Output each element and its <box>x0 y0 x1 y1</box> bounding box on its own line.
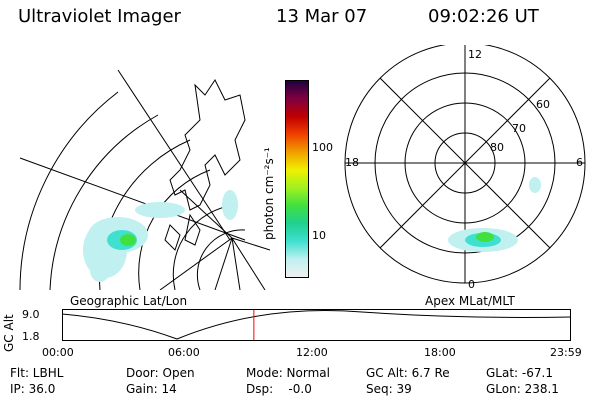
mlt-label-12: 12 <box>468 48 482 61</box>
xtick-1800: 18:00 <box>424 346 456 359</box>
xtick-1200: 12:00 <box>296 346 328 359</box>
info-mode: Mode: Normal <box>246 366 330 380</box>
date-label: 13 Mar 07 <box>276 6 368 27</box>
mlat-label-70: 70 <box>512 122 526 135</box>
info-gc-alt: GC Alt: 6.7 Re <box>366 366 450 380</box>
geographic-map <box>19 69 270 290</box>
gc-alt-ylabel: GC Alt <box>2 314 16 352</box>
mlt-caption: Apex MLat/MLT <box>425 294 515 308</box>
instrument-title: Ultraviolet Imager <box>18 6 181 27</box>
colorbar-tick-100: 100 <box>312 141 333 154</box>
aurora-emission <box>83 190 238 282</box>
altitude-plot <box>62 309 572 341</box>
ytick-9: 9.0 <box>22 308 40 321</box>
mlt-label-0: 0 <box>468 278 475 291</box>
colorbar-unit-label: photon cm⁻²s⁻¹ <box>262 147 276 240</box>
info-door: Door: Open <box>126 366 195 380</box>
mlat-label-80: 80 <box>490 141 504 154</box>
info-gain: Gain: 14 <box>126 382 177 396</box>
mlat-label-60: 60 <box>536 98 550 111</box>
mlt-label-18: 18 <box>345 156 359 169</box>
xtick-0000: 00:00 <box>42 346 74 359</box>
info-glon: GLon: 238.1 <box>486 382 559 396</box>
ytick-1-8: 1.8 <box>22 330 40 343</box>
mlt-label-6: 6 <box>576 156 583 169</box>
info-ip: IP: 36.0 <box>10 382 56 396</box>
aurora-emission-mlt <box>448 177 541 252</box>
colorbar <box>285 80 309 278</box>
geo-caption: Geographic Lat/Lon <box>70 294 188 308</box>
info-dsp: Dsp: -0.0 <box>246 382 312 396</box>
info-glat: GLat: -67.1 <box>486 366 553 380</box>
xtick-0600: 06:00 <box>168 346 200 359</box>
colorbar-tick-10: 10 <box>312 229 326 242</box>
xtick-2359: 23:59 <box>550 346 582 359</box>
info-seq: Seq: 39 <box>366 382 412 396</box>
time-label: 09:02:26 UT <box>428 6 539 27</box>
info-flt: Flt: LBHL <box>10 366 64 380</box>
mlt-polar-plot <box>344 45 586 284</box>
